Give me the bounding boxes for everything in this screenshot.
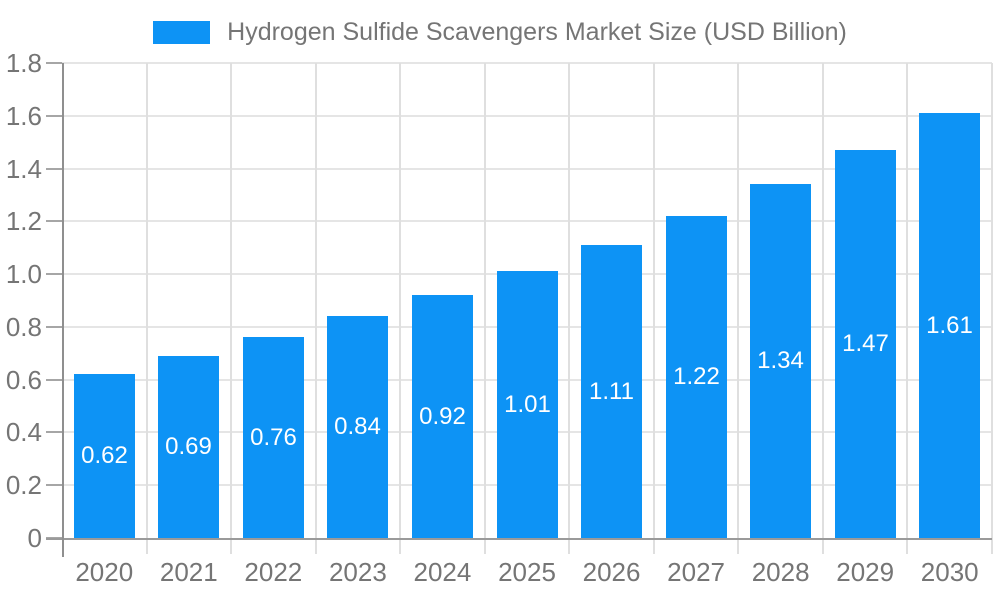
x-axis-label: 2030 [920, 557, 979, 587]
h-gridline [62, 114, 992, 117]
h-gridline [62, 62, 992, 64]
x-axis-label: 2023 [328, 557, 387, 587]
bar[interactable]: 0.76 [243, 337, 304, 538]
v-gridline [568, 63, 571, 554]
bar[interactable]: 0.69 [158, 356, 219, 538]
x-axis-label: 2028 [751, 557, 810, 587]
x-axis-label: 2029 [836, 557, 895, 587]
legend[interactable]: Hydrogen Sulfide Scavengers Market Size … [0, 17, 1000, 47]
y-axis-label: 0.6 [5, 364, 42, 395]
legend-swatch[interactable] [153, 20, 211, 44]
y-axis-tickmark [46, 431, 62, 434]
x-axis-label: 2022 [244, 557, 303, 587]
bar-value-label: 1.47 [842, 330, 889, 357]
y-axis-label: 1.2 [5, 206, 42, 237]
y-axis-label: 1.8 [5, 48, 42, 78]
x-axis-label: 2020 [75, 557, 134, 587]
y-axis-tickmark [46, 167, 62, 170]
y-axis-tickmark [46, 62, 62, 64]
bar-value-label: 1.34 [757, 347, 804, 374]
y-axis-label: 1.6 [5, 100, 42, 131]
v-gridline [906, 63, 909, 554]
h-gridline [62, 220, 992, 223]
bar[interactable]: 1.34 [750, 184, 811, 538]
y-axis-tickmark [46, 114, 62, 117]
v-gridline [652, 63, 655, 554]
bar-value-label: 0.69 [165, 433, 212, 460]
v-gridline [821, 63, 824, 554]
y-axis-tickmark [46, 325, 62, 328]
y-axis-tickmark [46, 378, 62, 381]
x-axis-label: 2026 [582, 557, 641, 587]
h-gridline [62, 167, 992, 170]
bar[interactable]: 1.22 [666, 216, 727, 538]
bar-value-label: 0.76 [250, 423, 297, 451]
bar[interactable]: 0.84 [327, 316, 388, 538]
v-gridline [483, 63, 486, 554]
v-gridline [991, 63, 993, 554]
plot-area: 0 0.2 0.4 0.6 0.8 1.0 1.2 1.4 1.6 1.8 0.62 0.69 0.76… [6, 48, 993, 587]
x-axis-line [46, 538, 992, 540]
bar[interactable]: 0.62 [74, 374, 135, 538]
bar[interactable]: 1.61 [919, 113, 980, 538]
y-axis-tickmark [46, 273, 62, 276]
v-gridline [314, 63, 317, 554]
legend-label: Hydrogen Sulfide Scavengers Market Size … [227, 17, 847, 46]
v-gridline [230, 63, 233, 554]
bar-value-label: 0.62 [81, 442, 128, 469]
y-axis-label: 0 [27, 523, 42, 553]
y-axis-label: 1.0 [5, 259, 42, 290]
y-axis-line [62, 63, 64, 557]
bar[interactable]: 1.01 [497, 271, 558, 538]
y-axis-tickmark [46, 220, 62, 223]
y-axis-label: 1.4 [5, 153, 42, 184]
x-axis-label: 2025 [498, 557, 556, 587]
y-axis-tickmark [46, 484, 62, 487]
bar-value-label: 1.61 [926, 311, 973, 339]
y-axis-label: 0.8 [5, 311, 42, 342]
y-axis-label: 0.2 [5, 470, 42, 501]
bar-value-label: 0.92 [419, 402, 466, 430]
v-gridline [399, 63, 402, 554]
x-axis-label: 2027 [667, 557, 725, 587]
bar[interactable]: 0.92 [412, 295, 473, 538]
v-gridline [737, 63, 740, 554]
bar-value-label: 1.11 [589, 377, 634, 405]
bar-value-label: 1.22 [673, 363, 720, 390]
x-axis-label: 2021 [159, 557, 218, 587]
v-gridline [145, 63, 148, 554]
bar-value-label: 1.01 [504, 390, 551, 418]
bar[interactable]: 1.47 [835, 150, 896, 538]
x-axis-label: 2024 [413, 557, 472, 587]
y-axis-label: 0.4 [5, 417, 42, 448]
bar-value-label: 0.84 [334, 413, 381, 440]
bar[interactable]: 1.11 [581, 245, 642, 538]
